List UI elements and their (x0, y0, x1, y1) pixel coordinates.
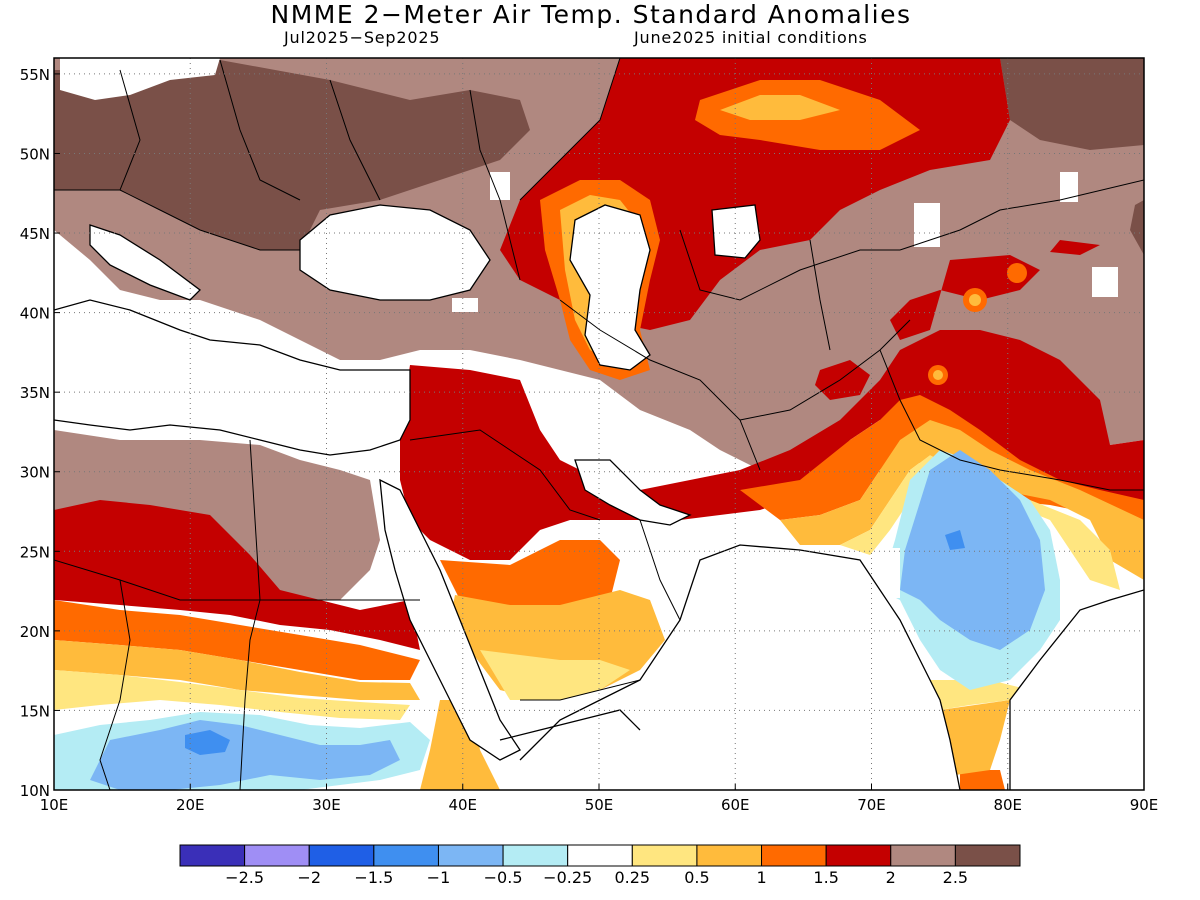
colorbar-swatch (244, 844, 310, 867)
colorbar-swatch (567, 844, 633, 867)
anomaly-region-white (914, 203, 940, 247)
x-tick-label: 90E (1130, 796, 1159, 814)
anomaly-region-light-orange (720, 95, 840, 120)
sea-caspian (570, 205, 650, 370)
anomaly-hotspot (969, 294, 981, 306)
colorbar-label: −2.5 (225, 868, 264, 887)
anomaly-region-red (815, 360, 870, 400)
anomaly-region-blue (90, 720, 400, 790)
colorbar-swatch (437, 844, 504, 867)
map-title: NMME 2−Meter Air Temp. Standard Anomalie… (270, 0, 912, 29)
anomaly-region-orange (440, 540, 620, 610)
colorbar-swatch (761, 844, 827, 867)
anomaly-region-light-orange (940, 700, 1010, 775)
y-tick-label: 10N (20, 782, 50, 800)
colorbar-label: 1.5 (813, 868, 838, 887)
anomaly-region-red (400, 330, 1144, 560)
colorbar-swatch (373, 844, 439, 867)
colorbar-swatch (696, 844, 763, 867)
colorbar-swatch (890, 844, 956, 867)
y-tick-label: 20N (20, 623, 50, 641)
y-tick-label: 50N (20, 145, 50, 163)
y-tick-label: 40N (20, 305, 50, 323)
sea-persian-gulf (575, 460, 690, 525)
sea-bay-of-bengal (1010, 590, 1144, 790)
forecast-period: Jul2025−Sep2025 (284, 28, 441, 47)
x-tick-label: 30E (312, 796, 341, 814)
anomaly-hotspot (1007, 263, 1027, 283)
anomaly-hotspot (933, 370, 943, 380)
colorbar-swatch (308, 844, 375, 867)
colorbar-label: 0.25 (614, 868, 650, 887)
sea-aral (712, 205, 760, 258)
sea-adriatic (90, 225, 200, 300)
colorbar-label: −0.5 (484, 868, 523, 887)
anomaly-region-pale-yellow (54, 670, 410, 720)
colorbar-label: −1.5 (354, 868, 393, 887)
anomaly-region-pale-yellow (480, 650, 630, 700)
anomaly-region-white (452, 298, 478, 312)
colorbar-label: 2 (886, 868, 896, 887)
anomaly-region-mid-blue (185, 730, 230, 755)
anomaly-region-mid-blue (945, 530, 965, 550)
colorbar-swatch (954, 844, 1021, 867)
sea-red-sea (380, 480, 520, 760)
anomaly-region-white (60, 58, 220, 100)
anomaly-region-pale-yellow (930, 680, 1030, 710)
colorbar-swatch (825, 844, 892, 867)
anomaly-region-blue (900, 450, 1045, 650)
sea-black-sea (300, 205, 490, 300)
sea-mediterranean (54, 300, 410, 455)
anomaly-region-dark-brown (54, 60, 530, 250)
anomaly-region-light-brown (54, 430, 380, 600)
country-borders (54, 58, 1144, 790)
x-tick-label: 80E (993, 796, 1022, 814)
anomaly-region-orange (54, 600, 420, 680)
x-tick-label: 10E (40, 796, 69, 814)
anomaly-region-white (1060, 172, 1078, 202)
anomaly-region-dark-brown (1130, 200, 1144, 255)
y-tick-label: 55N (20, 66, 50, 84)
x-tick-label: 60E (721, 796, 750, 814)
colorbar-label: −0.25 (543, 868, 592, 887)
colorbar: −2.5 −2 −1.5 −1 −0.5 −0.25 0.25 0.5 1 1.5 2 2.5 (179, 844, 1021, 887)
colorbar-label: −1 (427, 868, 451, 887)
y-tick-label: 25N (20, 543, 50, 561)
sea-gulf-of-aden (500, 710, 640, 775)
anomaly-region-white (490, 172, 510, 200)
y-tick-label: 30N (20, 464, 50, 482)
anomaly-region-white (880, 548, 900, 598)
anomaly-region-light-orange (420, 700, 500, 790)
x-tick-label: 70E (857, 796, 886, 814)
x-tick-label: 40E (448, 796, 477, 814)
colorbar-swatch (502, 844, 569, 867)
colorbar-swatch (631, 844, 698, 867)
anomaly-region-red (54, 500, 420, 650)
latitude-axis: 10N 15N 20N 25N 30N 35N 40N 45N 50N 55N (20, 66, 60, 800)
colorbar-label: 0.5 (684, 868, 709, 887)
anomaly-region-orange (960, 770, 1005, 790)
initial-conditions: June2025 initial conditions (634, 28, 868, 47)
x-tick-label: 20E (176, 796, 205, 814)
colorbar-label: −2 (297, 868, 321, 887)
colorbar-swatch (179, 844, 246, 867)
anomaly-region-white (1092, 267, 1118, 297)
y-tick-label: 15N (20, 702, 50, 720)
anomaly-region-red (1050, 240, 1100, 255)
y-tick-label: 45N (20, 225, 50, 243)
colorbar-label: 2.5 (943, 868, 968, 887)
x-tick-label: 50E (585, 796, 614, 814)
anomaly-region-red (890, 255, 1040, 340)
graticule (54, 58, 1144, 790)
y-tick-label: 35N (20, 384, 50, 402)
anomaly-region-light-orange (54, 640, 420, 700)
anomaly-region-dark-brown (1000, 58, 1144, 150)
coastlines (54, 204, 1144, 790)
colorbar-label: 1 (756, 868, 766, 887)
longitude-axis: 10E 20E 30E 40E 50E 60E 70E 80E 90E (40, 784, 1159, 814)
